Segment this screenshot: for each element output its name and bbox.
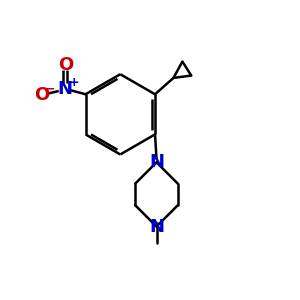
Text: O: O [58, 56, 73, 74]
Text: N: N [58, 80, 73, 98]
Text: +: + [69, 76, 80, 89]
Text: O: O [34, 86, 49, 104]
Text: N: N [149, 218, 164, 236]
Text: −: − [45, 82, 55, 95]
Text: N: N [149, 153, 164, 171]
